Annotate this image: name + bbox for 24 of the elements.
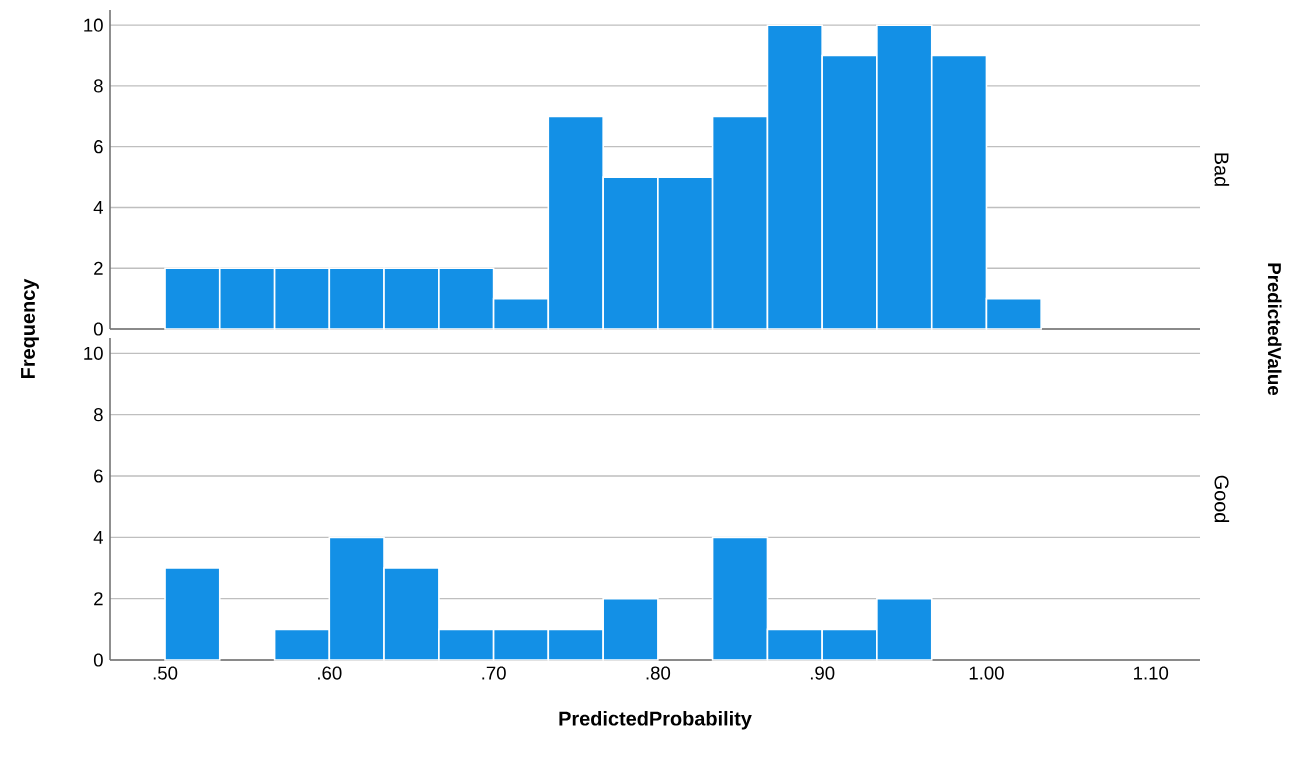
y-tick-label: 10 xyxy=(84,18,103,32)
x-tick-label: 1.10 xyxy=(1134,666,1169,680)
y-tick-label: 2 xyxy=(94,592,103,606)
x-tick-label: .70 xyxy=(482,666,506,680)
y-tick-label: 4 xyxy=(93,530,103,544)
x-tick-label: .60 xyxy=(318,666,342,680)
y-tick-label: 2 xyxy=(94,261,103,275)
x-tick-label: .80 xyxy=(646,666,671,680)
y-tick-label: 8 xyxy=(94,408,103,422)
y-tick-label: 6 xyxy=(94,140,103,154)
x-axis-title: PredictedProbability xyxy=(559,710,752,730)
y-tick-label: 6 xyxy=(94,469,103,483)
x-tick-label: 1.00 xyxy=(969,666,1004,680)
y-tick-label: 4 xyxy=(93,201,103,214)
y-tick-label: 8 xyxy=(94,79,103,93)
x-tick-label: .50 xyxy=(153,666,178,680)
y-tick-label: 10 xyxy=(84,346,103,360)
x-tick-label: .90 xyxy=(810,666,835,680)
y-tick-label: 0 xyxy=(93,322,103,336)
y-tick-label: 0 xyxy=(93,653,103,667)
text: PredictedValue xyxy=(1267,263,1282,396)
text: Good xyxy=(1214,475,1230,523)
text: Bad xyxy=(1214,153,1230,186)
y-axis-title: Frequency xyxy=(21,278,39,379)
